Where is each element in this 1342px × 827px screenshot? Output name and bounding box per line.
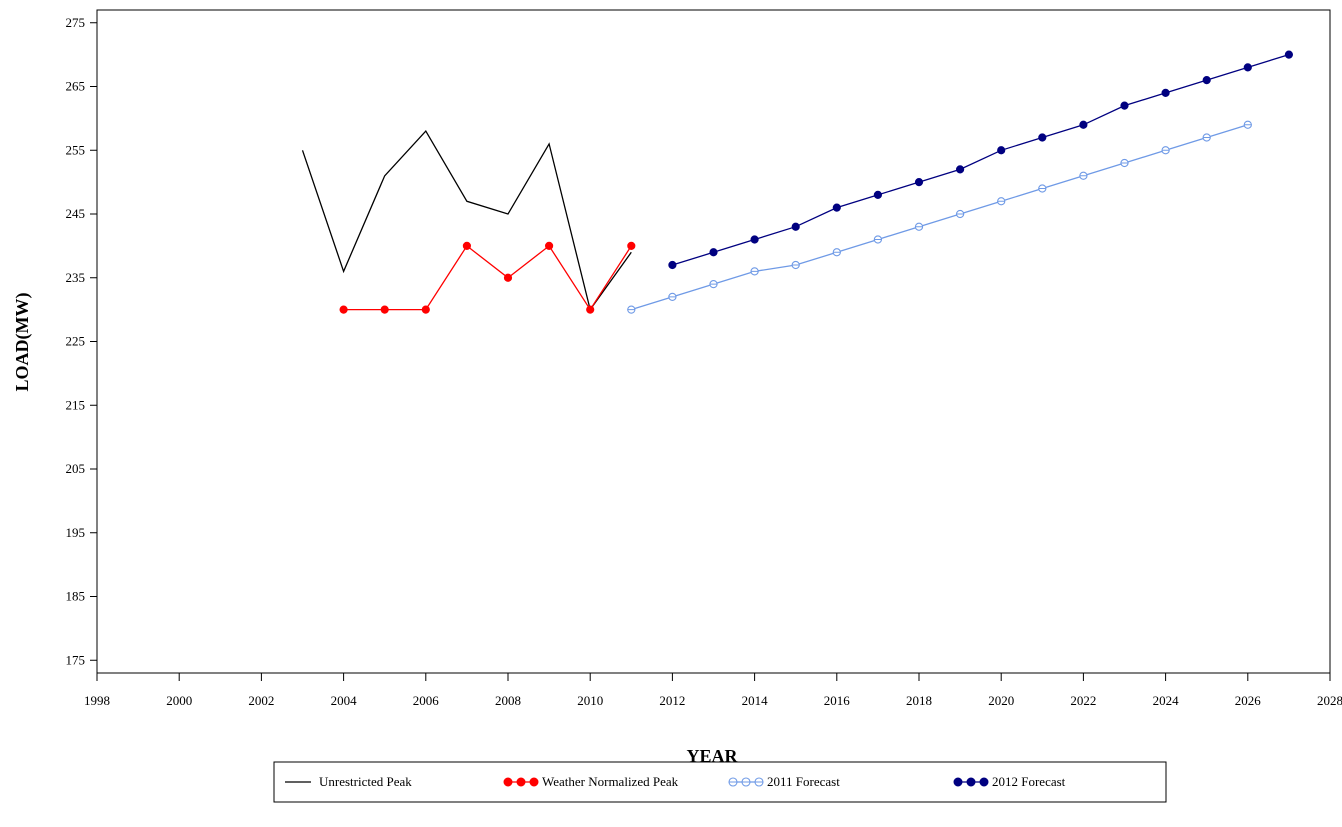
y-tick-label: 265 [66, 79, 86, 94]
x-tick-label: 2022 [1070, 693, 1096, 708]
x-tick-label: 2024 [1153, 693, 1180, 708]
legend-label: Weather Normalized Peak [542, 774, 679, 789]
x-axis: 1998 2000 2002 2004 2006 2008 2010 2012 2014 2016… [84, 673, 1342, 708]
2012-forecast-point [1284, 50, 1294, 59]
2011-forecast-point [1038, 184, 1047, 193]
series-unrestricted-peak [301, 130, 632, 312]
legend-swatch [728, 777, 764, 787]
y-tick-label: 185 [66, 589, 86, 604]
2011-forecast-point [791, 260, 800, 270]
2011-forecast-point [1120, 158, 1129, 168]
weather-normalized-peak-line [343, 244, 632, 311]
weather-normalized-peak-point [503, 273, 513, 282]
2012-forecast-point [791, 222, 800, 231]
2011-forecast-point [1161, 146, 1170, 155]
2012-forecast-point [668, 260, 677, 270]
x-tick-label: 2018 [906, 693, 932, 708]
x-tick-label: 2028 [1317, 693, 1342, 708]
x-tick-label: 2002 [248, 693, 274, 708]
y-tick-label: 225 [66, 334, 86, 349]
x-tick-label: 2026 [1235, 693, 1262, 708]
y-axis-title: LOAD(MW) [12, 293, 33, 392]
2012-forecast-point [1120, 101, 1129, 110]
legend-label: 2012 Forecast [992, 774, 1066, 789]
x-tick-label: 2004 [331, 693, 358, 708]
y-tick-label: 215 [66, 397, 86, 412]
x-tick-label: 2016 [824, 693, 851, 708]
x-tick-label: 2000 [166, 693, 192, 708]
2011-forecast-line [631, 124, 1248, 311]
y-axis: 175 185 195 205 215 225 235 245 255 265 275 [66, 15, 97, 667]
legend-item-2011-forecast: 2011 Forecast [728, 774, 840, 789]
y-tick-label: 175 [66, 652, 86, 667]
2012-forecast-point [1079, 120, 1088, 129]
y-tick-label: 205 [66, 461, 86, 476]
legend-item-weather-normalized-peak: Weather Normalized Peak [503, 774, 679, 789]
2012-forecast-point [997, 146, 1006, 155]
2011-forecast-point [1079, 171, 1088, 180]
2012-forecast-point [750, 235, 759, 244]
2011-forecast-point [1243, 120, 1252, 129]
y-tick-label: 235 [66, 270, 86, 285]
2012-forecast-point [1038, 133, 1047, 142]
2011-forecast-point [997, 197, 1006, 206]
2012-forecast-point [1202, 76, 1211, 85]
x-tick-label: 2012 [659, 693, 685, 708]
2011-forecast-point [955, 209, 965, 219]
y-tick-label: 195 [66, 525, 86, 540]
x-tick-label: 2008 [495, 693, 521, 708]
weather-normalized-peak-point [462, 241, 471, 250]
legend-swatch [503, 777, 539, 787]
x-tick-label: 1998 [84, 693, 110, 708]
2012-forecast-point [1161, 88, 1170, 97]
2011-forecast-point [873, 235, 883, 244]
legend-item-2012-forecast: 2012 Forecast [953, 774, 1066, 789]
legend-item-unrestricted-peak: Unrestricted Peak [285, 774, 412, 789]
2012-forecast-point [914, 178, 924, 187]
2011-forecast-point [627, 305, 636, 314]
x-tick-label: 2006 [413, 693, 440, 708]
y-tick-label: 275 [66, 15, 86, 30]
weather-normalized-peak-point [586, 305, 595, 314]
series-2012-forecast [668, 50, 1294, 270]
weather-normalized-peak-point [380, 305, 389, 314]
2011-forecast-point [668, 292, 677, 302]
series-weather-normalized-peak [339, 241, 636, 314]
2011-forecast-point [1202, 133, 1211, 142]
unrestricted-peak-line [301, 130, 632, 312]
y-tick-label: 255 [66, 142, 86, 157]
x-axis-title: YEAR [686, 746, 738, 766]
legend: Unrestricted Peak Weather Normalized Peak… [273, 761, 1167, 803]
weather-normalized-peak-point [545, 241, 554, 250]
series-2011-forecast [627, 120, 1252, 314]
2012-forecast-point [709, 248, 718, 257]
2012-forecast-point [873, 190, 883, 199]
series-layer [301, 50, 1294, 314]
weather-normalized-peak-point [339, 305, 348, 314]
x-tick-label: 2010 [577, 693, 603, 708]
2012-forecast-point [1243, 63, 1252, 72]
2011-forecast-point [914, 222, 924, 231]
legend-label: 2011 Forecast [767, 774, 840, 789]
2012-forecast-point [956, 165, 965, 174]
2011-forecast-point [750, 267, 759, 276]
2012-forecast-line [672, 53, 1290, 266]
legend-swatch [953, 777, 989, 787]
weather-normalized-peak-point [421, 305, 430, 314]
2012-forecast-point [832, 203, 841, 212]
x-tick-label: 2020 [988, 693, 1014, 708]
legend-label: Unrestricted Peak [319, 774, 412, 789]
plot-frame [96, 9, 1331, 674]
x-tick-label: 2014 [742, 693, 769, 708]
2011-forecast-point [832, 248, 841, 257]
legend-box [273, 761, 1167, 803]
weather-normalized-peak-point [627, 241, 636, 250]
2011-forecast-point [709, 279, 718, 289]
y-tick-label: 245 [66, 206, 86, 221]
